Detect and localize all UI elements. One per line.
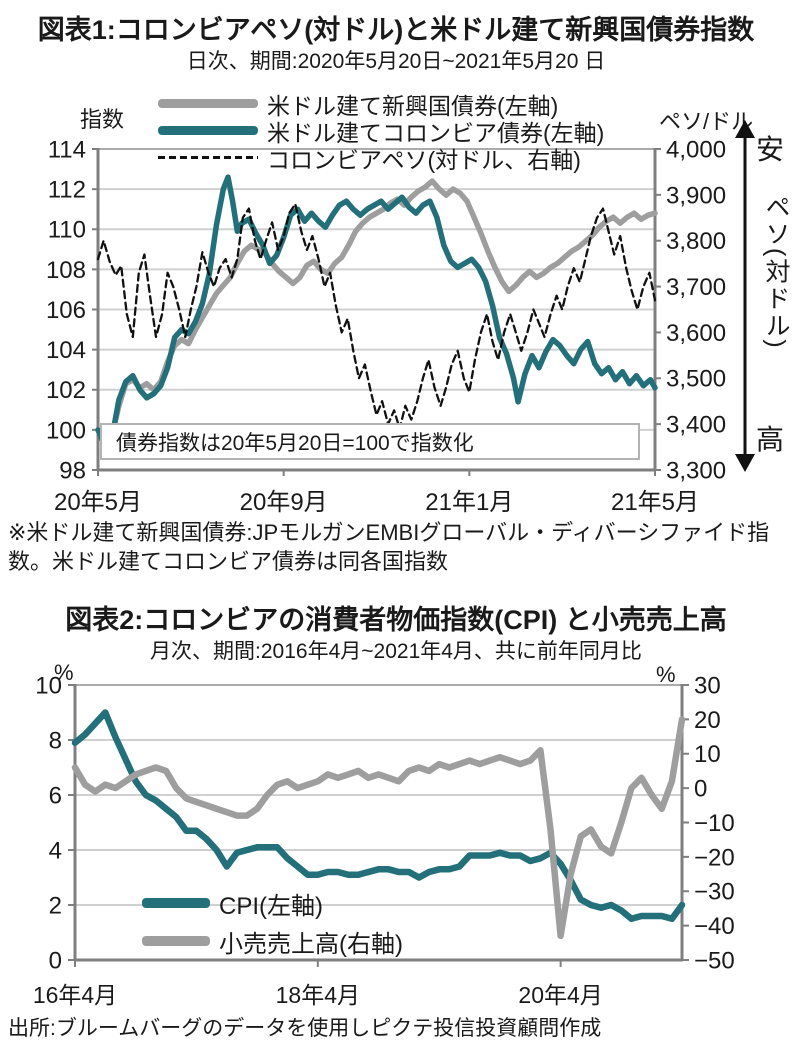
x-axis-tick-label: 18年4月 xyxy=(276,982,360,1008)
figure2-left-axis-unit: % xyxy=(54,660,74,685)
left-axis-tick-label: 10 xyxy=(35,672,62,699)
source-attribution: 出所:ブルームバーグのデータを使用しピクテ投信投資顧問作成 xyxy=(8,1017,602,1040)
legend-label-peso: コロンビアペソ(対ドル、右軸) xyxy=(267,146,581,173)
right-axis-tick-label: 3,700 xyxy=(666,274,726,301)
right-axis-tick-label: −50 xyxy=(694,947,735,974)
legend-item-cpi: CPI(左軸) xyxy=(142,884,403,922)
right-axis-tick-label: 3,500 xyxy=(666,366,726,393)
figure1-left-axis-unit: 指数 xyxy=(80,107,125,132)
legend-label-cpi: CPI(左軸) xyxy=(219,892,323,920)
series-line-colombia-bond xyxy=(95,174,658,449)
right-axis-tick-label: −10 xyxy=(694,810,735,837)
right-axis-tick-label: 0 xyxy=(694,776,707,803)
legend-label-em-bond: 米ドル建て新興国債券(左軸) xyxy=(267,92,559,119)
figure2-legend: CPI(左軸) 小売売上高(右軸) xyxy=(142,884,403,960)
right-axis-tick-label: 3,900 xyxy=(666,182,726,209)
left-axis-tick-label: 108 xyxy=(46,257,86,284)
right-axis-tick-label: 20 xyxy=(694,707,721,734)
left-axis-tick-label: 100 xyxy=(46,417,86,444)
series-line-cpi xyxy=(71,709,686,923)
legend-item-retail: 小売売上高(右軸) xyxy=(142,922,403,960)
right-axis-tick-label: 4,000 xyxy=(666,136,726,163)
x-axis-tick-label: 20年9月 xyxy=(240,489,328,516)
figure1-chart: 指数 ペソ/ドル 114 112 110 108 106 104 102 100 98 4,000… xyxy=(0,90,792,520)
figure1-legend: 米ドル建て新興国債券(左軸) 米ドル建てコロンビア債券(左軸) コロンビアペソ(対ド… xyxy=(158,90,604,173)
x-axis-tick-label: 20年4月 xyxy=(518,982,602,1008)
legend-swatch-em-bond xyxy=(158,99,258,108)
legend-swatch-peso xyxy=(158,156,258,159)
x-axis-tick-label: 16年4月 xyxy=(33,982,117,1008)
left-axis-tick-label: 2 xyxy=(49,892,62,919)
x-axis-tick-label: 21年5月 xyxy=(611,489,699,516)
figure1-subtitle: 日次、期間:2020年5月20日~2021年5月20 日 xyxy=(186,50,606,73)
peso-weak-label: 安 xyxy=(756,134,785,165)
left-axis-tick-label: 114 xyxy=(48,136,86,163)
double-arrow-icon xyxy=(735,120,755,472)
right-axis-tick-label: −40 xyxy=(694,913,735,940)
peso-axis-vertical-label: ペソ(対ドル) xyxy=(762,194,790,350)
legend-label-retail: 小売売上高(右軸) xyxy=(219,930,403,958)
right-axis-tick-label: −20 xyxy=(694,844,735,871)
peso-strong-label: 高 xyxy=(756,424,785,455)
figure2-title: 図表2:コロンビアの消費者物価指数(CPI) と小売売上高 xyxy=(65,605,727,635)
right-axis-tick-label: −30 xyxy=(694,879,735,906)
right-axis-tick-label: 3,300 xyxy=(666,457,726,484)
figure1-plot: 114 112 110 108 106 104 102 100 98 4,000 3,900 3,80… xyxy=(46,136,726,516)
left-axis-tick-label: 6 xyxy=(49,782,62,809)
left-axis-tick-label: 106 xyxy=(46,297,86,324)
series-line-retail xyxy=(71,716,686,940)
right-axis-tick-label: 3,400 xyxy=(666,412,726,439)
figure1-note-box: 債券指数は20年5月20日=100で指数化 xyxy=(100,423,640,460)
left-axis-tick-label: 102 xyxy=(46,377,86,404)
series-line-em-bond xyxy=(95,178,658,445)
left-axis-tick-label: 8 xyxy=(49,727,62,754)
figure1-title: 図表1:コロンビアペソ(対ドル)と米ドル建て新興国債券指数 xyxy=(37,15,755,45)
legend-item-peso: コロンビアペソ(対ドル、右軸) xyxy=(158,144,604,173)
series-line-peso xyxy=(96,202,657,430)
legend-swatch-retail xyxy=(142,936,210,946)
left-axis-tick-label: 112 xyxy=(48,177,86,204)
left-axis-tick-label: 0 xyxy=(49,947,62,974)
x-axis-tick-label: 21年1月 xyxy=(425,489,513,516)
right-axis-tick-label: 10 xyxy=(694,741,721,768)
left-axis-tick-label: 98 xyxy=(59,457,86,484)
left-axis-tick-label: 110 xyxy=(48,217,86,244)
figure2-right-axis-unit: % xyxy=(656,662,676,687)
left-axis-tick-label: 104 xyxy=(46,337,86,364)
legend-swatch-colombia-bond xyxy=(158,126,258,135)
figure1-right-axis-unit: ペソ/ドル xyxy=(659,109,754,134)
x-axis-tick-label: 20年5月 xyxy=(54,489,142,516)
figure1-footnote: ※米ドル建て新興国債券:JPモルガンEMBIグローバル・ディバーシファイド指数。… xyxy=(8,520,770,575)
peso-direction-annotation: 安 ペソ(対ドル) 高 xyxy=(730,120,792,472)
right-axis-tick-label: 30 xyxy=(694,672,721,699)
right-axis-tick-label: 3,600 xyxy=(666,320,726,347)
right-axis-tick-label: 3,800 xyxy=(666,228,726,255)
figure2-subtitle: 月次、期間:2016年4月~2021年4月、共に前年同月比 xyxy=(150,640,642,663)
legend-swatch-cpi xyxy=(142,898,210,908)
legend-label-colombia-bond: 米ドル建てコロンビア債券(左軸) xyxy=(267,119,605,146)
left-axis-tick-label: 4 xyxy=(49,837,62,864)
figure2-chart: % % 10 8 6 4 2 0 30 20 10 0 −10 −20 −30 −40 −50 16年4月 18… xyxy=(0,660,792,1020)
legend-item-colombia-bond: 米ドル建てコロンビア債券(左軸) xyxy=(158,117,604,146)
legend-item-em-bond: 米ドル建て新興国債券(左軸) xyxy=(158,90,604,119)
figure1-note-text: 債券指数は20年5月20日=100で指数化 xyxy=(116,431,474,455)
